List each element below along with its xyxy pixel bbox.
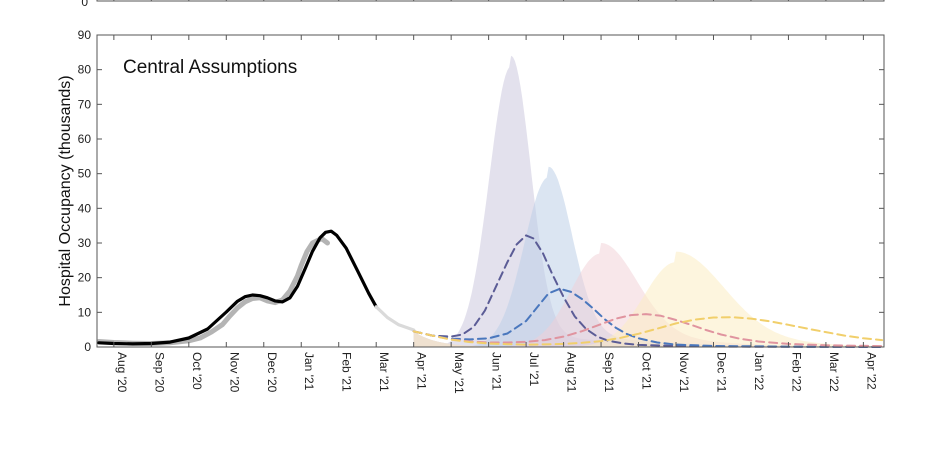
y-tick-label: 30	[78, 236, 92, 250]
x-tick-label: Apr '21	[415, 352, 429, 390]
x-tick-label: Mar '21	[377, 352, 391, 392]
projection-central-line	[412, 316, 884, 346]
y-tick-label: 70	[78, 97, 92, 111]
x-tick-label: Feb '21	[340, 352, 354, 392]
y-tick-label: 80	[78, 63, 92, 77]
x-tick-label: Aug '21	[565, 352, 579, 393]
plot-frame	[96, 34, 885, 348]
scenario-annotation: Central Assumptions	[123, 57, 297, 78]
y-tick-label: 90	[78, 28, 92, 42]
y-tick-label: 0	[84, 340, 91, 354]
x-axis-ticks: Aug '20 Sep '20 Oct '20 Nov '20 Dec '20 Jan '…	[113, 35, 878, 394]
y-tick-label: 20	[78, 271, 92, 285]
y-tick-label: 50	[78, 167, 92, 181]
top-panel-ticks	[113, 0, 864, 1]
x-tick-label: Jan '22	[752, 352, 766, 391]
x-tick-label: Jan '21	[302, 352, 316, 391]
x-tick-label: Apr '22	[864, 352, 878, 390]
x-tick-label: Dec '20	[265, 352, 279, 393]
top-panel-y-tick: 0	[81, 0, 88, 9]
y-tick-label: 10	[78, 305, 92, 319]
x-tick-label: Nov '21	[677, 352, 691, 393]
main-panel: 0 10 20 30 40 50 60 70 80 90 Aug '20 Sep '20 Oct '2…	[57, 28, 885, 394]
model-fit-line	[97, 229, 378, 346]
x-tick-label: Jul '21	[527, 352, 541, 387]
x-tick-label: Oct '21	[640, 352, 654, 390]
x-tick-label: Oct '20	[190, 352, 204, 390]
x-tick-label: Sep '21	[602, 352, 616, 393]
x-tick-label: Jun '21	[490, 352, 504, 391]
x-tick-label: Dec '21	[714, 352, 728, 393]
y-tick-label: 40	[78, 201, 92, 215]
y-tick-label: 60	[78, 132, 92, 146]
x-tick-label: May '21	[452, 352, 466, 394]
y-axis-label: Hospital Occupancy (thousands)	[57, 75, 74, 306]
x-tick-label: Mar '22	[827, 352, 841, 392]
x-tick-label: Nov '20	[227, 352, 241, 393]
x-tick-label: Feb '22	[789, 352, 803, 392]
projection-band	[413, 251, 884, 347]
top-panel-remnant: 0	[81, 0, 885, 9]
x-tick-label: Sep '20	[152, 352, 166, 393]
bridge-line	[374, 305, 416, 332]
series-lines	[96, 229, 884, 348]
x-tick-label: Aug '20	[115, 352, 129, 393]
projection-central-line	[412, 287, 884, 348]
y-axis-ticks: 0 10 20 30 40 50 60 70 80 90	[78, 28, 884, 354]
projection-bands	[413, 55, 884, 348]
projection-band	[413, 166, 884, 347]
